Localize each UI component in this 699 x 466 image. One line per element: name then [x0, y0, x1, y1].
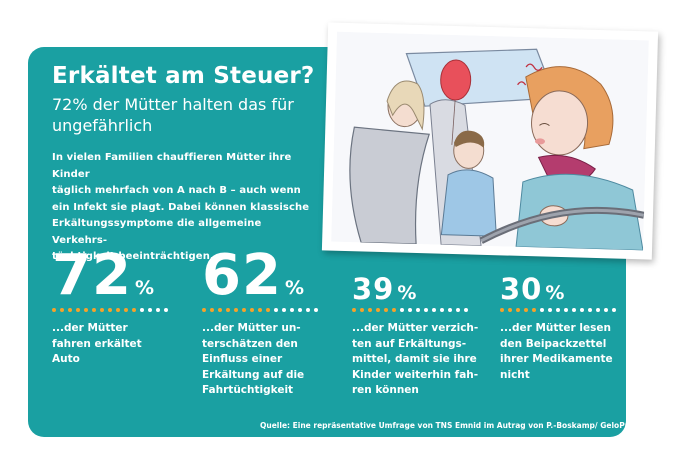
stat-number: 30 [500, 272, 543, 306]
stat-percent: % [134, 277, 154, 299]
stat-value-2: 62% [202, 248, 318, 304]
stat-block-2: 62% ...der Mütter un- terschätzen den Ei… [202, 248, 318, 399]
stat-value-1: 72% [52, 248, 168, 304]
stat-number: 72 [52, 243, 132, 308]
stat-description-1: ...der Mütter fahren erkältet Auto [52, 322, 142, 365]
stat-description-3: ...der Mütter verzich- ten auf Erkältung… [352, 322, 479, 396]
stat-block-4: 30% ...der Mütter lesen den Beipackzette… [500, 248, 616, 383]
intro-line: tüchtigkeit beeinträchtigen. [52, 251, 214, 262]
stat-block-3: 39% ...der Mütter verzich- ten auf Erkäl… [352, 248, 478, 399]
subheadline: 72% der Mütter halten das für ungefährli… [52, 95, 294, 135]
headline: Erkältet am Steuer? [52, 63, 315, 89]
dot-divider [500, 308, 616, 313]
stat-percent: % [545, 282, 565, 304]
intro-line: täglich mehrfach von A nach B – auch wen… [52, 185, 301, 196]
stat-block-1: 72% ...der Mütter fahren erkältet Auto [52, 248, 168, 368]
dot-divider [52, 308, 168, 313]
dot-divider [352, 308, 478, 313]
stat-value-4: 30% [500, 275, 616, 304]
illustration-card [321, 22, 659, 260]
dot-divider [202, 308, 318, 313]
stat-percent: % [284, 277, 304, 299]
stat-description-2: ...der Mütter un- terschätzen den Einflu… [202, 322, 305, 396]
intro-text: In vielen Familien chauffieren Mütter ih… [52, 150, 320, 266]
stat-number: 62 [202, 243, 282, 308]
intro-line: Erkältungssymptome die allgemeine Verkeh… [52, 218, 262, 246]
stat-value-3: 39% [352, 275, 478, 304]
sick-mother-driving-illustration [331, 31, 649, 251]
source-note: Quelle: Eine repräsentative Umfrage von … [260, 421, 649, 430]
stat-percent: % [397, 282, 417, 304]
intro-line: ein Infekt sie plagt. Dabei können klass… [52, 201, 310, 213]
stat-number: 39 [352, 272, 395, 306]
stat-description-4: ...der Mütter lesen den Beipackzettel ih… [500, 322, 613, 381]
intro-line: In vielen Familien chauffieren Mütter ih… [52, 152, 292, 180]
